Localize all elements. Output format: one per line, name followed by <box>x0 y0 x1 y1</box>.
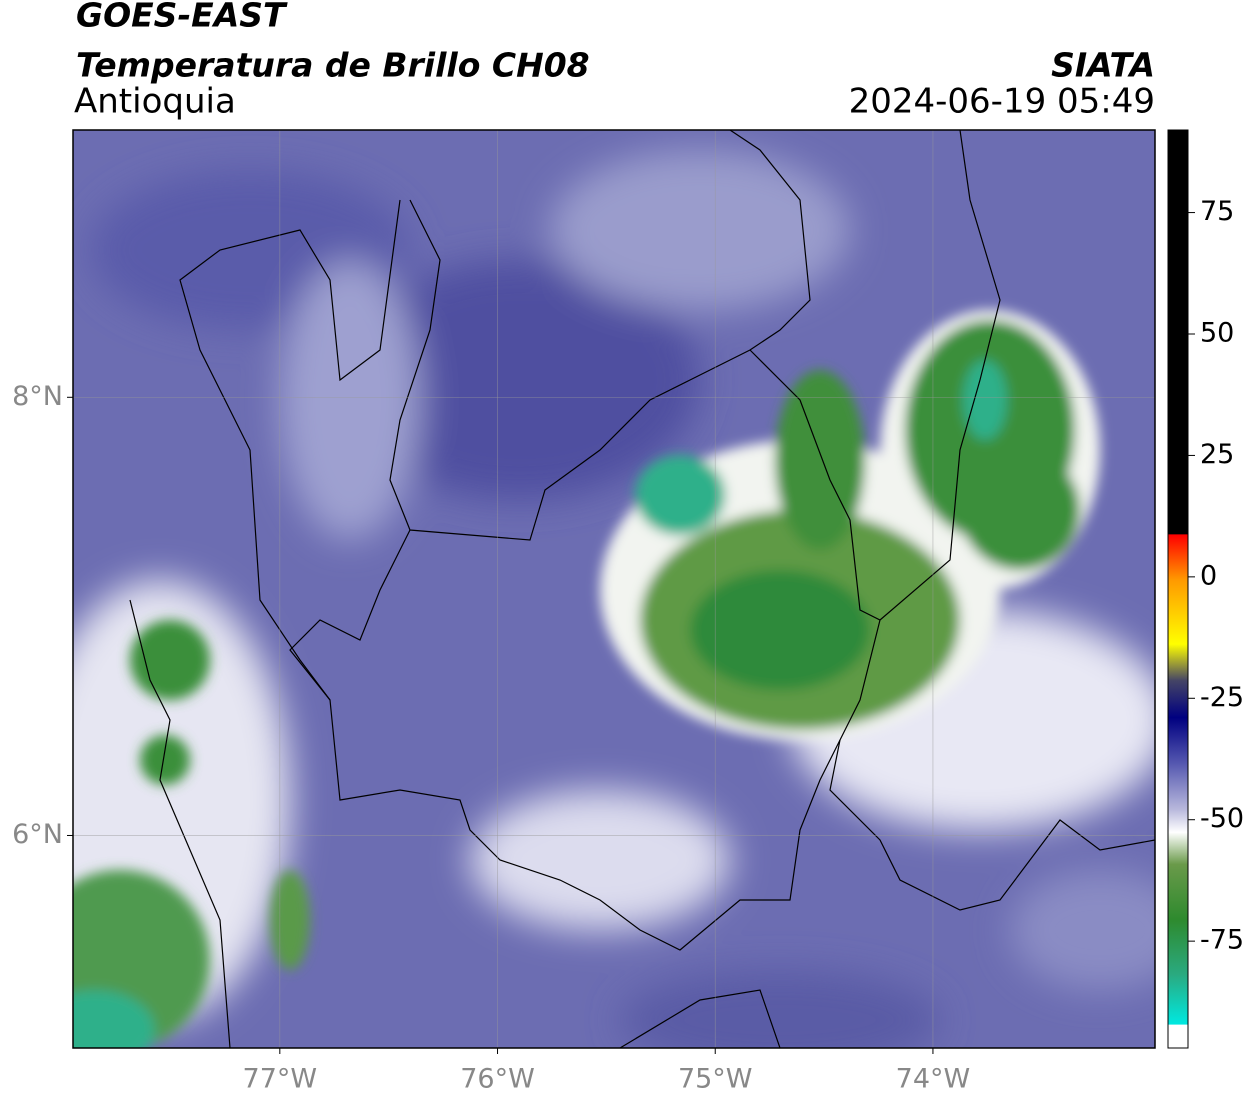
grid <box>73 130 1155 1048</box>
map-image <box>73 130 1155 1048</box>
datetime: 2024-06-19 05:49 <box>849 82 1155 122</box>
source: SIATA <box>1051 46 1155 85</box>
x-tick-label: 74°W <box>896 1064 971 1095</box>
x-tick-label: 77°W <box>243 1064 318 1095</box>
y-tick-label: 6°N <box>12 819 63 850</box>
colorbar-tick-label: -25 <box>1200 682 1244 713</box>
colorbar <box>1167 129 1189 1049</box>
y-tick-label: 8°N <box>12 381 63 412</box>
colorbar-tick-label: -75 <box>1200 925 1244 956</box>
map-frame <box>72 129 1156 1049</box>
colorbar-tick-label: 0 <box>1200 560 1217 591</box>
subtitle: Temperatura de Brillo CH08 <box>76 46 590 85</box>
x-tick-label: 76°W <box>460 1064 535 1095</box>
region: Antioquia <box>74 82 236 122</box>
colorbar-tick-label: 50 <box>1200 318 1234 349</box>
colorbar-tick-label: 75 <box>1200 196 1234 227</box>
colorbar-tick-label: 25 <box>1200 439 1234 470</box>
x-tick-label: 75°W <box>678 1064 753 1095</box>
colorbar-tick-label: -50 <box>1200 803 1244 834</box>
title: GOES-EAST <box>76 0 288 35</box>
